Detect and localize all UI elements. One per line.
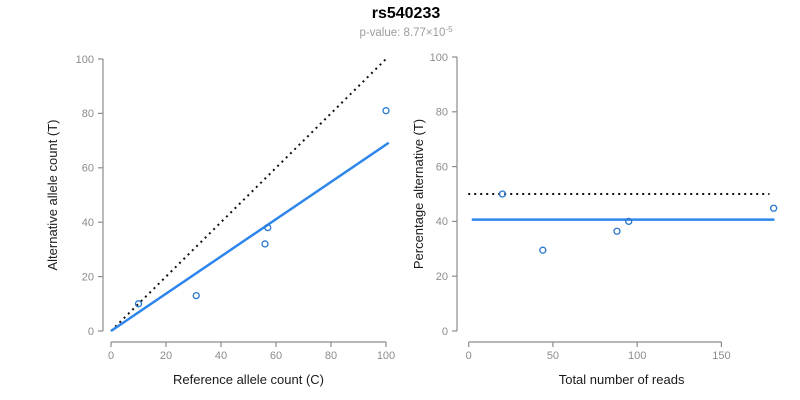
x-tick-label: 60 [270,350,282,362]
x-axis-title: Reference allele count (C) [173,372,324,387]
y-tick-label: 80 [436,107,448,119]
x-tick-label: 40 [215,350,227,362]
allele-counts-plot: 0 20 40 60 80 100 0 20 40 60 80 100 Reference allele… [45,54,395,387]
y-tick-label: 20 [82,271,94,283]
reads-percentage-plot: 0 50 100 150 0 20 40 60 80 100 Total number of rea… [411,52,778,387]
data-point [498,190,507,198]
p-value-text: p-value: 8.77×10 [359,27,446,39]
x-tick-label: 0 [466,350,472,362]
y-tick-label: 80 [82,108,94,120]
plot-subtitle: p-value: 8.77×10-5 [6,25,800,39]
y-tick-label: 60 [82,163,94,175]
x-tick-label: 20 [160,350,172,362]
y-tick-label: 40 [436,216,448,228]
y-tick-label: 100 [430,52,448,64]
data-point [625,217,633,226]
p-value-exponent: -5 [445,25,453,34]
x-axis-title: Total number of reads [559,372,685,387]
regression-line [110,141,390,333]
x-tick-label: 100 [377,350,395,362]
y-tick-label: 0 [88,326,94,338]
y-tick-label: 60 [436,161,448,173]
data-point [382,107,390,115]
plot-title: rs540233 [371,5,441,22]
x-tick-label: 150 [712,350,730,362]
data-point [134,300,143,308]
y-tick-label: 20 [436,271,448,283]
y-axis-title: Alternative allele count (T) [45,119,60,270]
data-point [261,240,269,248]
x-tick-label: 50 [547,350,559,362]
identity-line [110,56,389,332]
y-tick-label: 100 [76,54,94,66]
y-axis-title: Percentage alternative (T) [411,119,426,269]
x-tick-label: 100 [628,350,646,362]
y-tick-label: 40 [82,217,94,229]
data-point [192,291,200,300]
y-tick-label: 0 [442,326,448,338]
data-point [539,246,547,254]
data-point [770,204,778,212]
x-tick-label: 0 [108,350,114,362]
data-point [613,227,621,235]
data-point [264,223,272,232]
x-tick-label: 80 [325,350,337,362]
